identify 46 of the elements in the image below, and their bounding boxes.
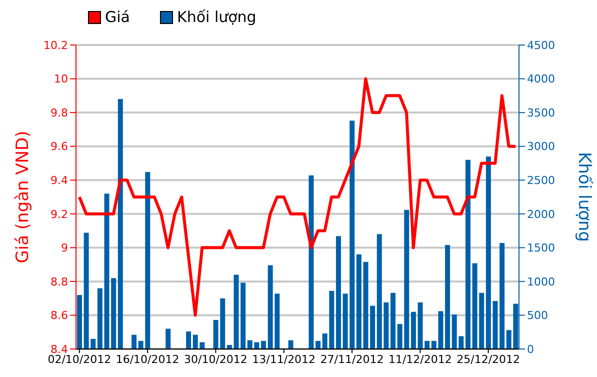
y-tick-label: 10.2 [44,38,68,52]
x-tick-label: 11/12/2012 [388,352,452,366]
bar [261,340,266,349]
y2-tick-label: 1000 [527,275,555,288]
bar [288,340,294,349]
y2-tick-label: 3000 [527,140,555,154]
y2-tick-label: 2500 [527,174,555,188]
bar [77,294,82,349]
bar [465,160,470,349]
y2-tick-label: 4000 [527,72,555,86]
x-tick-label: 30/10/2012 [184,352,248,366]
y2-tick-label: 0 [527,342,534,356]
bar [186,331,192,349]
bar [118,99,123,349]
y2-tick-label: 3500 [527,106,555,120]
y-tick-label: 9 [61,242,68,255]
y-tick-label: 9.2 [50,208,68,221]
bar [390,292,396,349]
y-tick-label: 8.6 [50,309,68,322]
bar [410,312,416,349]
x-tick-label: 25/12/2012 [456,352,520,366]
bar [97,288,102,349]
y2-tick-label: 4500 [527,38,555,52]
y-tick-label: 8.8 [50,275,68,288]
legend-label: Giá [104,8,130,26]
y-axis-title: Giá (ngàn VND) [13,130,34,264]
bar [445,244,450,349]
x-tick-label: 13/11/2012 [252,352,316,366]
bar [316,340,321,349]
x-tick-label: 27/11/2012 [320,352,384,366]
bar [370,306,376,349]
x-tick-label: 16/10/2012 [116,352,180,366]
y-tick-label: 9.6 [50,140,68,154]
y2-tick-label: 1500 [527,242,555,255]
y-tick-label: 9.8 [50,106,68,120]
bar [166,328,171,349]
y2-tick-label: 2000 [527,208,555,221]
bar [336,236,341,349]
bar [308,175,314,349]
y2-axis-title: Khối lượng [574,152,594,242]
legend-label: Khối lượng [176,8,256,26]
bar [132,334,137,349]
y-tick-label: 9.4 [50,174,68,188]
y-tick-label: 10 [54,72,68,86]
y2-tick-label: 500 [527,309,548,322]
bar [500,242,505,349]
